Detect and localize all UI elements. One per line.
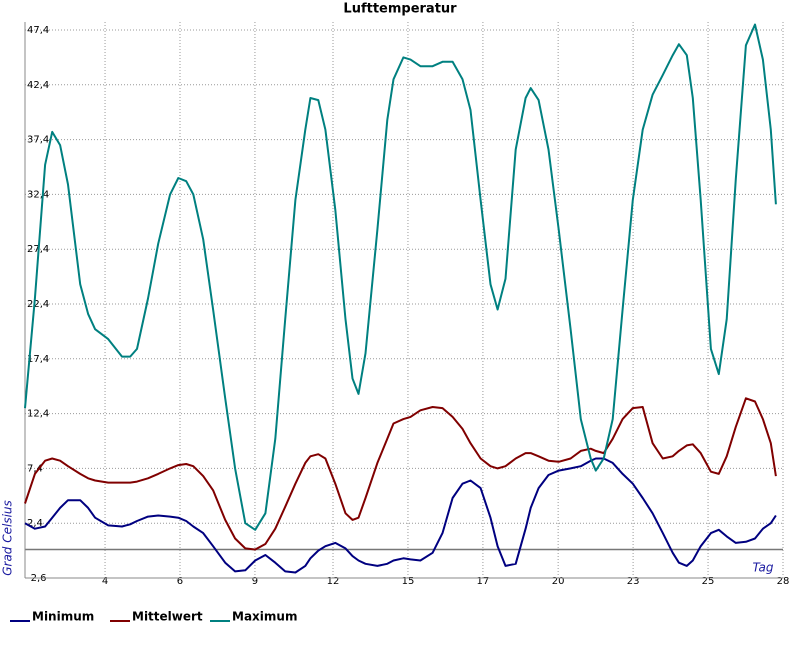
legend-label: Maximum <box>232 610 297 624</box>
x-tick-label: 20 <box>552 576 565 587</box>
series-line <box>24 457 777 574</box>
y-tick-label: 47,4 <box>27 25 49 36</box>
x-tick-label: 28 <box>777 576 790 587</box>
y-tick-label: 32,4 <box>27 189 49 200</box>
x-axis-label: Tag <box>752 561 773 575</box>
x-tick-label: 15 <box>402 576 415 587</box>
x-tick-label: 12 <box>327 576 340 587</box>
y-tick-label: 7,4 <box>27 463 43 474</box>
x-tick-label: 9 <box>252 576 258 587</box>
x-tick-label: 25 <box>702 576 715 587</box>
y-tick-label: 42,4 <box>27 80 49 91</box>
y-tick-label: 37,4 <box>27 135 49 146</box>
series-line <box>24 23 777 531</box>
legend-label: Minimum <box>32 610 94 624</box>
x-tick-label: 17 <box>477 576 490 587</box>
legend-label: Mittelwert <box>132 610 203 624</box>
x-tick-label: 23 <box>627 576 640 587</box>
series-line <box>24 397 777 551</box>
y-tick-label: 2,4 <box>27 518 43 529</box>
y-tick-label: 12,4 <box>27 409 49 420</box>
y-tick-label: 22,4 <box>27 299 49 310</box>
x-tick-label: 4 <box>102 576 108 587</box>
y-tick-label: 17,4 <box>27 354 49 365</box>
chart-title: Lufttemperatur <box>343 2 457 17</box>
x-tick-label: 6 <box>177 576 183 587</box>
y-axis-label: Grad Celsius <box>1 500 15 576</box>
